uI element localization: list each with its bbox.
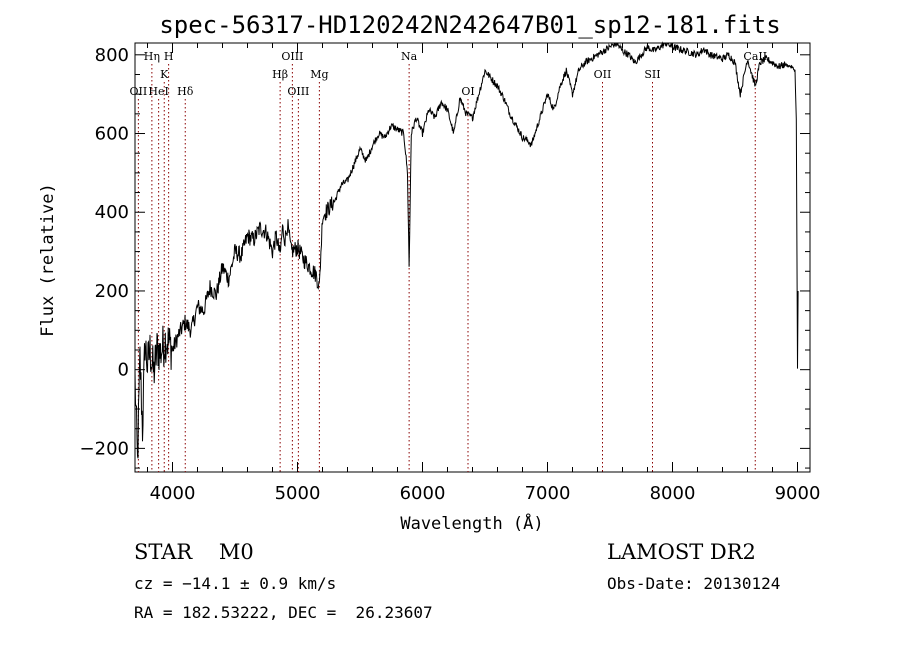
y-tick-label: 400 <box>95 202 129 223</box>
spectral-line-label: Mg <box>310 68 328 81</box>
spectral-line-label: OII <box>130 85 148 98</box>
spectral-line-label: HeI <box>148 85 168 98</box>
axis-tick-labels: 4000 5000 6000 7000 8000 9000 −200 0 200 400 600 80… <box>80 45 821 504</box>
spectral-line-label: OII <box>594 68 612 81</box>
chart-title: spec-56317-HD120242N242647B01_sp12-181.f… <box>159 11 780 39</box>
x-tick-label: 6000 <box>400 483 446 504</box>
spectral-line-label: Hη <box>144 50 160 63</box>
spectral-line-label: OIII <box>287 85 309 98</box>
spectral-line-label: Na <box>401 50 418 63</box>
spectrum-series-line <box>134 41 799 459</box>
x-tick-label: 9000 <box>775 483 821 504</box>
spectral-line-label: Hβ <box>272 68 288 81</box>
spectral-line-label: Hδ <box>177 85 194 98</box>
plot-area-border <box>134 42 811 473</box>
x-tick-label: 4000 <box>150 483 196 504</box>
spectral-line-label: H <box>164 50 174 63</box>
x-tick-label: 7000 <box>525 483 571 504</box>
y-tick-label: 800 <box>95 45 129 66</box>
axis-ticks <box>135 43 810 472</box>
spectral-line-label: K <box>160 68 169 81</box>
x-tick-label: 5000 <box>275 483 321 504</box>
y-tick-label: 200 <box>95 281 129 302</box>
x-tick-label: 8000 <box>650 483 696 504</box>
x-axis-label: Wavelength (Å) <box>400 512 543 534</box>
observation-date: Obs-Date: 20130124 <box>607 574 781 593</box>
y-tick-label: −200 <box>80 438 129 459</box>
y-tick-label: 0 <box>118 360 129 381</box>
redshift-velocity: cz = −14.1 ± 0.9 km/s <box>134 574 337 593</box>
spectral-line-label: OIII <box>281 50 303 63</box>
y-axis-label: Flux (relative) <box>38 183 58 337</box>
spectral-line-label: SII <box>644 68 660 81</box>
spectral-line-label: OI <box>461 85 474 98</box>
object-class: STAR M0 <box>134 540 254 564</box>
y-tick-label: 600 <box>95 124 129 145</box>
plot-frame <box>134 42 811 473</box>
survey-name: LAMOST DR2 <box>607 540 756 564</box>
ra-dec-coordinates: RA = 182.53222, DEC = 26.23607 <box>134 603 433 622</box>
